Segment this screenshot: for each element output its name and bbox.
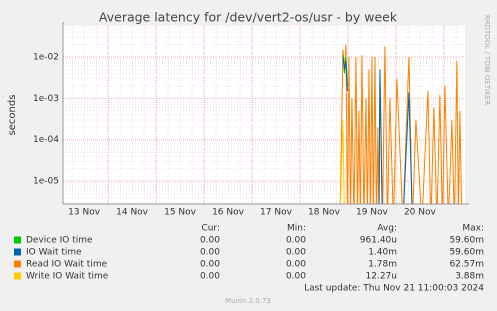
x-tick-label: 15 Nov xyxy=(164,208,197,218)
chart-title: Average latency for /dev/vert2-os/usr - … xyxy=(99,10,398,25)
legend-swatch xyxy=(14,248,21,256)
legend-stat: 0.00 xyxy=(286,236,306,246)
legend-stat: 3.88m xyxy=(455,272,484,282)
legend-header: Min: xyxy=(287,224,306,234)
x-tick-label: 17 Nov xyxy=(260,208,293,218)
legend-swatch xyxy=(14,236,21,244)
legend-stat: 0.00 xyxy=(200,272,220,282)
legend-swatch xyxy=(14,260,21,268)
legend-label: IO Wait time xyxy=(26,248,82,258)
legend-stat: 0.00 xyxy=(286,272,306,282)
legend-header: Max: xyxy=(462,224,484,234)
legend-stat: 59.60m xyxy=(449,236,484,246)
y-tick-label: 1e-03 xyxy=(33,94,59,104)
footer: Munin 2.0.73 xyxy=(225,297,271,305)
x-tick-label: 14 Nov xyxy=(116,208,149,218)
legend-stat: 1.40m xyxy=(368,248,397,258)
series-line xyxy=(342,56,413,204)
legend-stat: 59.60m xyxy=(449,248,484,258)
series-line xyxy=(339,119,345,204)
legend-label: Read IO Wait time xyxy=(26,260,108,270)
legend-stat: 0.00 xyxy=(200,248,220,258)
legend-label: Device IO time xyxy=(26,236,93,246)
legend-stat: 0.00 xyxy=(200,260,220,270)
legend-stat: 0.00 xyxy=(200,236,220,246)
legend-stat: 961.40u xyxy=(360,236,397,246)
legend-header: Avg: xyxy=(377,224,397,234)
legend-stat: 12.27u xyxy=(366,272,397,282)
legend-swatch xyxy=(14,272,21,280)
x-tick-label: 18 Nov xyxy=(308,208,341,218)
y-tick-label: 1e-05 xyxy=(33,177,59,187)
last-update: Last update: Thu Nov 21 11:00:03 2024 xyxy=(304,284,484,294)
x-tick-label: 19 Nov xyxy=(356,208,389,218)
x-tick-label: 16 Nov xyxy=(212,208,245,218)
side-note: RRDTOOL / TOBI OETIKER xyxy=(483,15,491,105)
legend-stat: 0.00 xyxy=(286,248,306,258)
legend-label: Write IO Wait time xyxy=(26,272,109,282)
legend-stat: 62.57m xyxy=(449,260,484,270)
y-tick-label: 1e-04 xyxy=(33,135,59,145)
x-tick-label: 13 Nov xyxy=(68,208,101,218)
y-tick-label: 1e-02 xyxy=(33,52,59,62)
legend-header: Cur: xyxy=(201,224,220,234)
plot xyxy=(63,26,465,204)
y-axis-label: seconds xyxy=(7,95,18,136)
x-tick-label: 20 Nov xyxy=(404,208,437,218)
legend-stat: 1.78m xyxy=(368,260,397,270)
legend-stat: 0.00 xyxy=(286,260,306,270)
